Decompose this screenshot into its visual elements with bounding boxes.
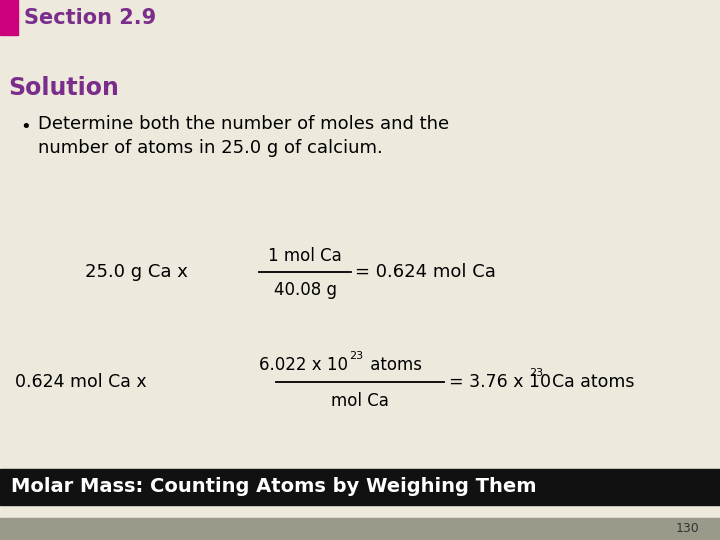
Text: = 3.76 x 10: = 3.76 x 10 (449, 373, 551, 391)
Text: mol Ca: mol Ca (331, 392, 389, 410)
Text: 23: 23 (529, 368, 543, 378)
Text: atoms: atoms (365, 356, 422, 374)
Text: 130: 130 (676, 523, 700, 536)
Bar (0, 469, 720, 505)
Bar (0, 518, 720, 540)
Text: Solution: Solution (8, 76, 119, 100)
Text: 0.624 mol Ca x: 0.624 mol Ca x (15, 373, 147, 391)
Text: 6.022 x 10: 6.022 x 10 (259, 356, 348, 374)
Text: 23: 23 (349, 351, 363, 361)
Text: Molar Mass: Counting Atoms by Weighing Them: Molar Mass: Counting Atoms by Weighing T… (11, 477, 536, 496)
Bar (0, 0, 18, 35)
Text: Section 2.9: Section 2.9 (24, 8, 156, 28)
Text: number of atoms in 25.0 g of calcium.: number of atoms in 25.0 g of calcium. (38, 139, 383, 157)
Text: = 0.624 mol Ca: = 0.624 mol Ca (355, 263, 496, 281)
Text: •: • (20, 118, 31, 136)
Text: 40.08 g: 40.08 g (274, 281, 336, 299)
Text: Determine both the number of moles and the: Determine both the number of moles and t… (38, 115, 449, 133)
Text: 25.0 g Ca x: 25.0 g Ca x (85, 263, 188, 281)
Text: 1 mol Ca: 1 mol Ca (268, 247, 342, 265)
Text: Ca atoms: Ca atoms (541, 373, 634, 391)
